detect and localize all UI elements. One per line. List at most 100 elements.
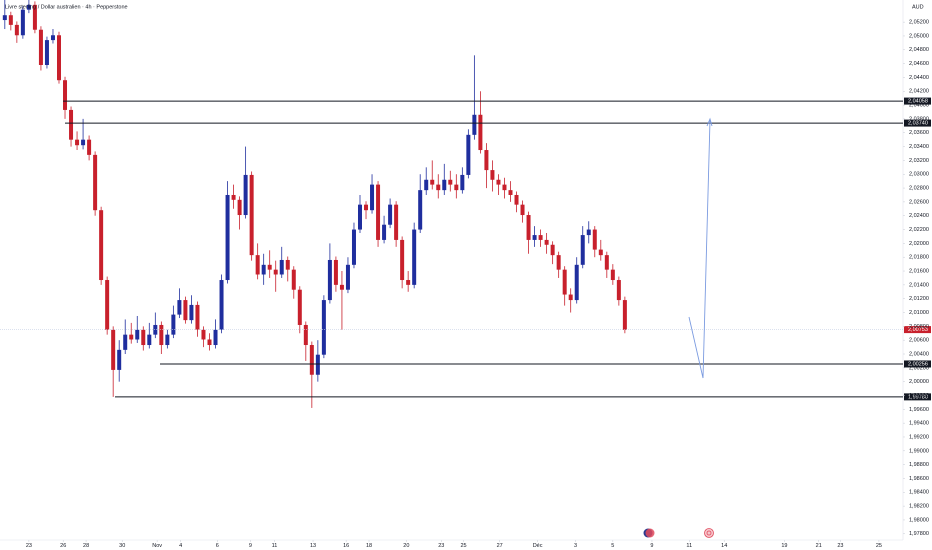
- candle-body: [520, 204, 525, 216]
- candle-body: [586, 229, 591, 236]
- x-tick-label: 25: [876, 543, 882, 549]
- candle-body: [207, 339, 212, 346]
- projection-path: [688, 119, 711, 379]
- candle-body: [75, 139, 80, 146]
- x-tick-label: 26: [60, 543, 66, 549]
- x-tick-label: 25: [460, 543, 466, 549]
- candle-body: [321, 300, 326, 355]
- candle-body: [574, 264, 579, 301]
- candle-body: [291, 269, 296, 290]
- candle-body: [285, 259, 290, 270]
- y-tick-label: 2,03800: [909, 116, 929, 122]
- y-tick-label: 2,00200: [909, 365, 929, 371]
- x-tick-label: Nov: [152, 543, 162, 549]
- candle-body: [237, 199, 242, 216]
- candle-body: [502, 184, 507, 191]
- y-tick-label: 2,05000: [909, 33, 929, 39]
- candle-body: [273, 269, 278, 275]
- candle-body: [580, 235, 585, 265]
- candle-body: [436, 184, 441, 191]
- level-tag: [904, 393, 931, 401]
- candle-body: [14, 24, 19, 36]
- y-tick-label: 2,04200: [909, 89, 929, 95]
- y-tick-label: 1,98800: [909, 462, 929, 468]
- level-tag: [904, 360, 931, 368]
- y-tick-label: 2,01400: [909, 282, 929, 288]
- candle-body: [69, 109, 74, 140]
- x-tick-label: 13: [310, 543, 316, 549]
- y-tick-label: 2,03600: [909, 130, 929, 136]
- candle-body: [412, 229, 417, 285]
- event-icon[interactable]: [643, 528, 655, 538]
- x-tick-label: 4: [179, 543, 182, 549]
- candle-body: [56, 35, 61, 81]
- candle-body: [592, 229, 597, 250]
- candle-body: [604, 255, 609, 270]
- candle-body: [219, 280, 224, 330]
- candle-body: [364, 204, 369, 211]
- candle-body: [129, 334, 134, 340]
- candle-body: [44, 40, 49, 65]
- y-tick-label: 2,04000: [909, 103, 929, 109]
- candle-body: [261, 264, 266, 275]
- y-tick-label: 2,02200: [909, 227, 929, 233]
- candle-body: [460, 174, 465, 191]
- y-tick-label: 2,02800: [909, 186, 929, 192]
- candle-body: [111, 329, 116, 370]
- event-icon[interactable]: [704, 528, 714, 538]
- candle-body: [243, 174, 248, 216]
- candle-body: [562, 269, 567, 295]
- candle-body: [568, 294, 573, 301]
- candle-body: [201, 329, 206, 340]
- candle-body: [105, 280, 110, 330]
- y-tick-label: 2,00600: [909, 338, 929, 344]
- candle-body: [26, 4, 31, 10]
- last-price-label: 2,00753: [908, 327, 928, 333]
- y-tick-label: 1,98000: [909, 517, 929, 523]
- candle-body: [550, 244, 555, 256]
- x-tick-label: 20: [403, 543, 409, 549]
- y-tick-label: 2,04400: [909, 75, 929, 81]
- candle-body: [165, 334, 170, 346]
- candle-body: [87, 139, 92, 155]
- candle-body: [333, 259, 338, 285]
- y-tick-label: 2,04800: [909, 47, 929, 53]
- candle-body: [478, 114, 483, 151]
- candle-body: [38, 29, 43, 65]
- y-tick-label: 2,01000: [909, 310, 929, 316]
- candle-body: [544, 239, 549, 245]
- level-label: 1,99780: [908, 394, 928, 400]
- candle-body: [32, 4, 37, 30]
- candle-body: [484, 150, 489, 171]
- x-tick-label: 19: [781, 543, 787, 549]
- x-tick-label: 14: [721, 543, 727, 549]
- x-tick-label: 23: [26, 543, 32, 549]
- level-label: 2,00256: [908, 361, 928, 367]
- y-tick-label: 2,02600: [909, 199, 929, 205]
- candle-body: [50, 35, 55, 41]
- currency-label: AUD: [912, 4, 924, 10]
- y-tick-label: 2,01800: [909, 255, 929, 261]
- candle-body: [81, 139, 86, 146]
- candle-body: [472, 114, 477, 135]
- level-tag: [904, 97, 931, 105]
- y-tick-label: 1,98600: [909, 476, 929, 482]
- candle-body: [135, 329, 140, 340]
- candle-body: [394, 204, 399, 240]
- y-tick-label: 2,01200: [909, 296, 929, 302]
- candle-body: [448, 179, 453, 185]
- x-tick-label: 9: [249, 543, 252, 549]
- candle-body: [147, 334, 152, 346]
- x-tick-label: 11: [272, 543, 278, 549]
- y-tick-label: 2,03200: [909, 158, 929, 164]
- candle-body: [231, 194, 236, 200]
- y-tick-label: 1,99400: [909, 421, 929, 427]
- candle-body: [339, 284, 344, 290]
- x-tick-label: 28: [83, 543, 89, 549]
- candle-body: [189, 304, 194, 321]
- candle-body: [514, 194, 519, 205]
- candle-body: [183, 300, 188, 321]
- y-tick-label: 1,99800: [909, 393, 929, 399]
